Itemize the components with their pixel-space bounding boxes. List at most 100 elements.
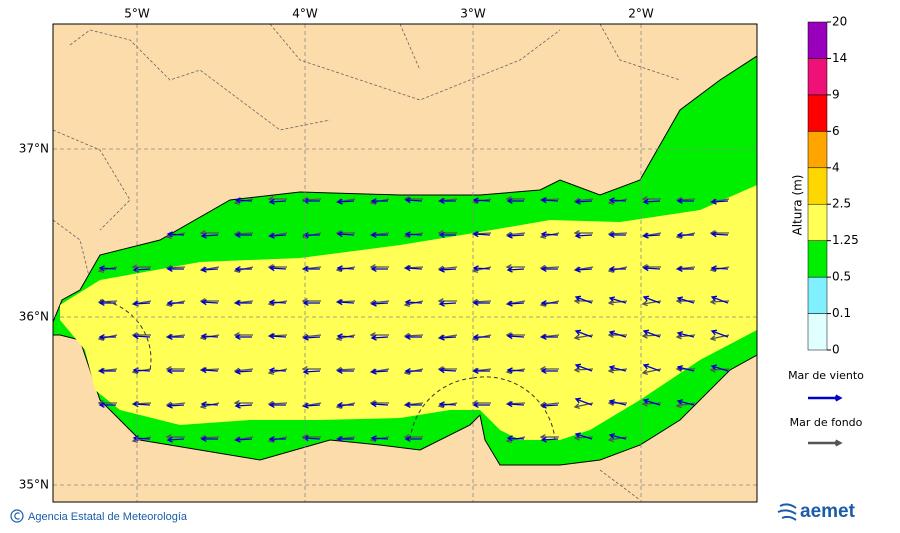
wind-arrow — [302, 402, 321, 409]
legend — [808, 394, 843, 447]
wind-arrow — [234, 334, 252, 340]
wind-arrow — [608, 399, 627, 406]
wind-arrow — [166, 402, 185, 409]
colorbar-label: 6 — [832, 124, 840, 138]
wind-arrow — [472, 197, 491, 204]
wind-arrow — [574, 198, 593, 205]
wind-arrow — [166, 334, 184, 340]
wind-arrow — [472, 368, 490, 374]
credit: Agencia Estatal de Meteorología — [28, 511, 188, 523]
colorbar-label: 0 — [832, 343, 840, 357]
wind-arrow — [166, 300, 184, 306]
wind-arrow — [166, 231, 185, 238]
wind-arrow — [234, 266, 252, 272]
wind-arrow — [506, 232, 525, 239]
swell-arrow — [573, 334, 594, 341]
colorbar-segment — [807, 94, 828, 132]
wind-arrow — [336, 333, 355, 340]
lat-label: 36°N — [19, 310, 49, 324]
legend-label: Mar de viento — [788, 369, 864, 382]
wind-arrow — [506, 401, 525, 408]
wind-arrow — [268, 367, 287, 374]
wind-arrow — [642, 398, 661, 406]
wind-arrow — [404, 265, 423, 272]
wind-arrow — [540, 231, 559, 238]
logo-mark — [777, 503, 797, 521]
wind-arrow — [676, 232, 694, 238]
wind-arrow — [98, 334, 116, 340]
colorbar-label: 0.1 — [832, 306, 851, 320]
wind-arrow — [574, 232, 593, 239]
colorbar-segment — [807, 203, 828, 241]
wind-arrow — [370, 401, 389, 408]
colorbar-label: 4 — [832, 160, 840, 174]
wind-arrow — [540, 266, 558, 272]
wind-arrow — [642, 265, 661, 272]
wind-arrow — [574, 432, 593, 440]
lon-label: 2°W — [628, 7, 654, 21]
colorbar-label: 1.25 — [832, 233, 859, 247]
wind-arrow — [676, 365, 695, 372]
wind-arrow — [268, 232, 287, 239]
sea-yellow — [60, 185, 757, 440]
wind-arrow — [506, 266, 525, 273]
wind-arrow — [370, 232, 388, 238]
wind-arrow — [574, 363, 593, 372]
wind-arrow — [676, 198, 694, 204]
swell-arrow — [573, 366, 594, 373]
wind-arrow — [676, 399, 695, 406]
wind-arrow — [472, 300, 490, 306]
wind-arrow — [404, 402, 422, 408]
wind-arrow — [608, 365, 627, 372]
colorbar-label: 0.5 — [832, 270, 851, 284]
legend-arrow — [808, 439, 843, 447]
swell-arrow — [607, 299, 628, 306]
wind-arrow — [166, 368, 184, 374]
wind-arrow — [98, 368, 116, 374]
wind-arrow — [540, 368, 558, 374]
logo: aemet — [800, 501, 856, 522]
wind-arrow — [370, 435, 389, 442]
zone-boundary — [99, 299, 556, 441]
wind-arrow — [370, 368, 389, 375]
wind-arrow — [574, 295, 593, 304]
wind-arrow — [336, 299, 355, 306]
swell-arrow — [607, 436, 628, 443]
wind-arrow — [200, 266, 219, 273]
wind-arrow — [200, 232, 219, 239]
wind-arrow — [676, 296, 695, 304]
wind-arrow — [438, 266, 457, 273]
wind-arrow — [268, 333, 287, 340]
wind-arrow — [200, 333, 219, 340]
wind-arrow — [710, 329, 729, 338]
swell-arrow — [641, 332, 662, 339]
wind-arrow — [268, 402, 286, 408]
wind-arrow — [200, 367, 219, 374]
colorbar-segment — [807, 131, 828, 169]
lon-label: 5°W — [124, 7, 150, 21]
wind-arrow — [336, 368, 354, 374]
wind-arrow — [710, 198, 729, 205]
colorbar-label: 20 — [832, 15, 847, 29]
colorbar-label: 2.5 — [832, 197, 851, 211]
wind-arrow — [302, 368, 321, 375]
wind-arrow — [642, 198, 661, 205]
wind-arrow — [438, 401, 457, 408]
colorbar-segment — [807, 313, 828, 351]
wind-arrow — [710, 231, 729, 238]
wind-arrow — [710, 295, 729, 304]
wind-arrow — [438, 300, 457, 307]
colorbar-label: 14 — [832, 51, 847, 65]
lat-label: 37°N — [19, 142, 49, 156]
wind-arrow — [574, 397, 593, 406]
wind-arrow — [200, 299, 219, 306]
colorbar-segment — [807, 58, 828, 96]
wind-arrow — [302, 232, 320, 238]
swell-arrow — [709, 298, 730, 305]
wind-arrow — [404, 334, 422, 340]
wind-arrow — [472, 265, 491, 272]
wind-arrow — [506, 300, 525, 307]
wind-arrow — [166, 266, 184, 272]
wind-arrow — [234, 232, 252, 238]
